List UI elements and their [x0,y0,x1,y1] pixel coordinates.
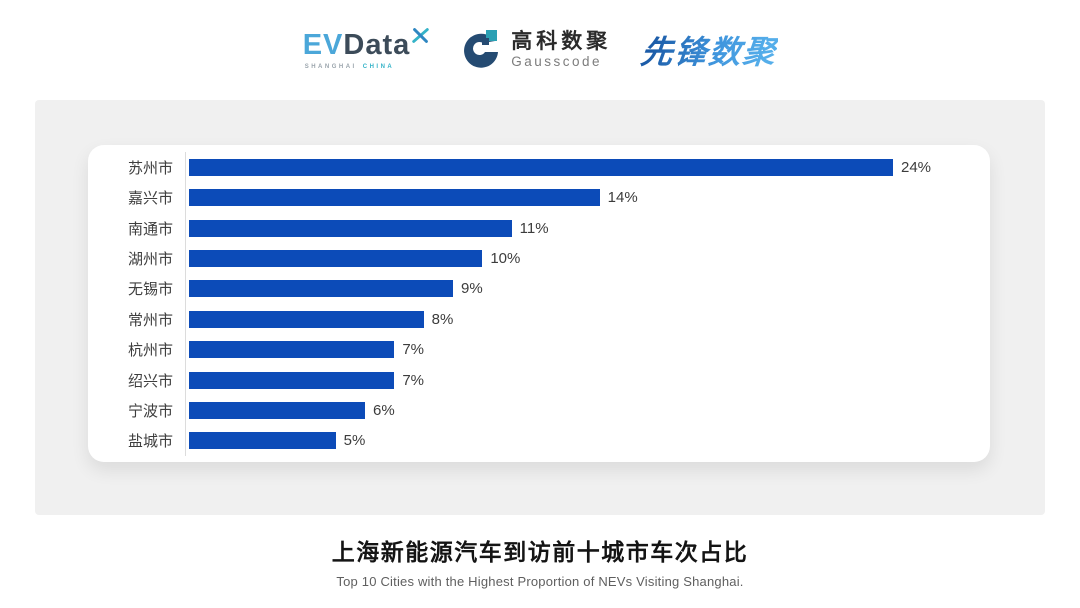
gausscode-g-icon [464,30,499,68]
value-label: 8% [431,310,454,328]
bar-track: 11% [185,212,990,244]
caption-block: 上海新能源汽车到访前十城市车次占比 Top 10 Cities with the… [0,533,1080,589]
bar [189,249,483,267]
category-label: 绍兴市 [127,372,173,390]
value-label: 11% [519,219,549,237]
bar-row: 南通市 11% [88,212,990,244]
bar-track: 24% [185,152,990,183]
category-label: 宁波市 [127,402,173,420]
bar-track: 5% [185,425,990,457]
bar [189,432,336,450]
bar-row: 盐城市 5% [88,425,990,457]
chart-card: 苏州市 24% 嘉兴市 14% 南通市 11% 湖州市 10% 无锡市 9% 常州市 8% 杭州市 7% 绍… [88,145,990,462]
bar-row: 湖州市 10% [88,243,990,274]
bar-row: 常州市 8% [88,304,990,335]
bar [189,219,512,237]
bar-row: 绍兴市 7% [88,364,990,396]
gausscode-text: 高科数聚 Gausscode [511,30,611,70]
category-label: 南通市 [127,220,173,238]
bar [189,189,600,207]
evdata-logo: EVData SHANGHAI CHINA [302,27,430,70]
evdata-china-text: CHINA [362,63,395,70]
bar-track: 9% [185,273,990,305]
gausscode-en-text: Gausscode [511,54,603,70]
evdata-tagline: SHANGHAI CHINA [303,64,430,70]
bar [189,371,395,389]
gausscode-cn-text: 高科数聚 [511,30,612,54]
bar-track: 10% [185,243,990,274]
evdata-x-icon [412,27,430,43]
bar [189,341,395,359]
bar-track: 6% [185,395,990,426]
category-label: 盐城市 [127,433,173,451]
chart-subtitle: Top 10 Cities with the Highest Proportio… [336,574,744,589]
category-label: 湖州市 [127,250,173,268]
evdata-ev-text: EV [302,28,344,61]
value-label: 7% [402,371,425,389]
bar [189,310,424,328]
bar-row: 无锡市 9% [88,273,990,305]
bar-row: 宁波市 6% [88,395,990,426]
evdata-wordmark: EVData [302,27,430,61]
bar [189,280,453,298]
bar [189,158,893,176]
category-label: 嘉兴市 [127,190,173,208]
category-label: 杭州市 [127,342,173,360]
value-label: 14% [607,189,638,207]
bar-row: 苏州市 24% [88,152,990,183]
category-label: 常州市 [127,311,173,329]
bar-row: 杭州市 7% [88,334,990,365]
xianfeng-logo: 先锋数聚 [639,27,780,73]
evdata-data-text: Data [343,28,411,61]
bar-chart: 苏州市 24% 嘉兴市 14% 南通市 11% 湖州市 10% 无锡市 9% 常州市 8% 杭州市 7% 绍… [88,152,990,457]
gausscode-logo: 高科数聚 Gausscode [459,28,611,72]
bar-track: 7% [185,364,990,396]
chart-panel: 苏州市 24% 嘉兴市 14% 南通市 11% 湖州市 10% 无锡市 9% 常州市 8% 杭州市 7% 绍… [35,100,1045,515]
bar-row: 嘉兴市 14% [88,182,990,213]
bar-track: 14% [185,182,990,213]
value-label: 6% [373,401,395,419]
value-label: 7% [402,341,425,359]
chart-title: 上海新能源汽车到访前十城市车次占比 [331,539,749,565]
value-label: 24% [901,158,932,176]
bar [189,401,365,419]
header-logos: EVData SHANGHAI CHINA 高科数聚 Gausscode 先锋数… [0,0,1080,100]
bar-track: 7% [185,334,990,365]
category-label: 苏州市 [127,159,173,177]
xianfeng-text: 先锋数聚 [639,34,779,70]
evdata-shanghai-text: SHANGHAI [304,63,357,70]
category-label: 无锡市 [127,281,173,299]
value-label: 10% [490,249,521,267]
value-label: 5% [343,432,366,450]
bar-track: 8% [185,304,990,335]
value-label: 9% [461,280,483,298]
